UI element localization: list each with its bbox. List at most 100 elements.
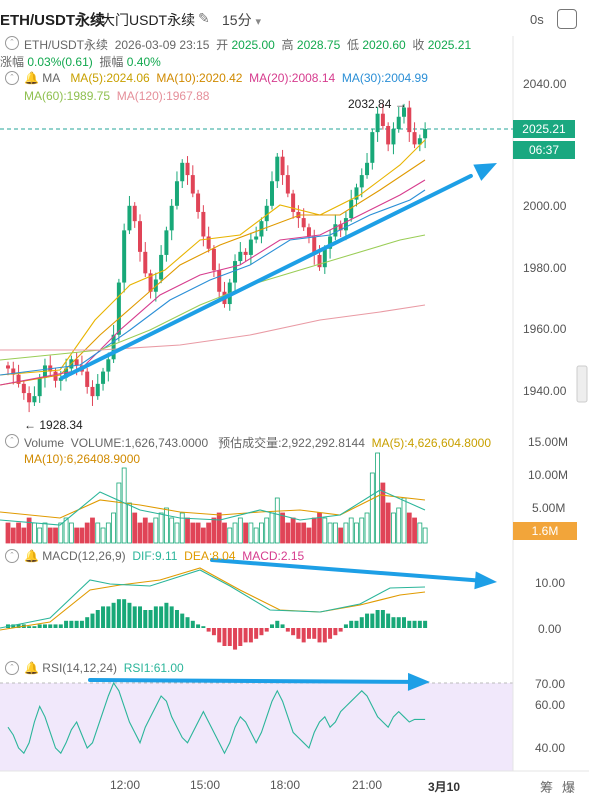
liquidation-button[interactable]: 爆 [562,780,576,793]
volume-legend-row2: MA(10):6,26408.9000 [24,452,140,466]
macd-dea-line [0,567,426,631]
high-marker: 2032.84 → [348,97,407,111]
volume-bar [68,522,74,544]
current-price-tag: 2025.21 [513,120,575,138]
macd-bar [16,624,21,628]
volume-bar [32,522,37,544]
close-label: 收 [412,38,425,52]
volume-bar [295,522,301,544]
volume-bar [42,522,48,544]
macd-bar [85,617,90,628]
macd-bar [64,620,69,628]
collapse-ma-icon[interactable]: ˆ [5,71,19,85]
volume-bar [274,497,280,544]
ma120-label: MA(120):1967.88 [116,89,210,103]
candle-body [6,365,10,369]
collapse-rsi-icon[interactable]: ˆ [5,661,19,675]
volume-bar [290,517,296,544]
candle-body [27,393,32,403]
volume-bar [243,522,249,544]
volume-bar [116,482,122,544]
macd-bar [238,628,243,646]
candle-body [16,374,21,384]
candle-body [122,230,127,283]
candle-body [370,132,375,163]
ohlc-datetime: 2026-03-09 23:15 [114,38,210,52]
time-tick: 18:00 [270,778,301,792]
bell-icon[interactable]: 🔔 [24,661,39,675]
volume-bar [16,522,21,544]
volume-bar [179,512,185,544]
ohlc-symbol: ETH/USDT永续 [24,38,109,52]
macd-bar [370,613,375,628]
bell-icon[interactable]: 🔔 [24,71,39,85]
ohlc-info: ETH/USDT永续 2026-03-09 23:15 开 2025.00 高 … [24,36,471,53]
chart-header [0,0,589,36]
amplitude-label: 振幅 [99,55,124,69]
seconds-label[interactable]: 0s [530,12,544,27]
candle-body [95,383,100,397]
collapse-volume-icon[interactable]: ˆ [5,434,19,448]
macd-dif-line [0,569,426,629]
candle-body [132,205,137,222]
bell-icon[interactable]: 🔔 [24,549,39,563]
fullscreen-icon[interactable] [557,9,577,29]
low-marker: ← 1928.34 [24,418,83,432]
macd-tick: 0.00 [538,622,562,636]
price-tick: 2040.00 [523,77,567,91]
volume-bar [301,522,307,544]
symbol-title[interactable]: ETH/USDT永续 [0,12,106,29]
volume-bar [5,522,11,544]
amplitude-value: 0.40% [126,55,161,69]
macd-bar [301,628,306,643]
candle-body [127,205,132,231]
volume-bar [53,527,58,544]
candle-body [380,113,385,126]
volume-bar [84,522,90,544]
ma-legend: 🔔 MA MA(5):2024.06 MA(10):2020.42 MA(20)… [24,71,428,85]
volume-bar [259,522,264,544]
macd-bar [201,626,206,628]
candle-body [407,107,412,133]
collapse-macd-icon[interactable]: ˆ [5,549,19,563]
candle-body [349,199,354,219]
trend-arrow-macd [210,558,482,583]
candle-body [412,132,417,145]
volume-bar [417,522,423,544]
macd-bar [116,599,121,628]
volume-bar [311,517,317,544]
candle-body [32,396,37,403]
price-tick: 1980.00 [523,261,567,275]
macd-bar [42,624,47,628]
ma-legend-row2: MA(60):1989.75 MA(120):1967.88 [24,89,209,103]
volume-bar [401,497,407,544]
volume-bar [95,522,101,544]
candle-body [201,211,206,237]
volume-tick: 5.00M [532,501,566,515]
volume-ma5-line [0,489,426,526]
volume-bar [63,517,69,544]
chips-button[interactable]: 筹 [540,780,554,793]
collapse-info-icon[interactable]: ˆ [5,36,19,50]
volume-bar [391,512,396,544]
macd-bar [254,628,259,639]
candle-body [143,251,148,274]
interval-selector[interactable]: 15分 ▾ [222,10,261,30]
trend-arrow-price [60,173,473,380]
volume-bar [317,512,322,544]
macd-bar [264,628,269,632]
volume-bar [190,522,196,544]
volume-current-tag: 1.6M [513,522,577,540]
edit-icon[interactable]: ✎ [198,10,210,26]
volume-bar [338,527,344,544]
macd-bar [375,610,380,628]
candle-body [280,156,285,176]
candle-body [238,251,243,262]
macd-dea: DEA:8.04 [184,549,236,563]
candle-body [386,125,391,145]
high-value: 2028.75 [296,38,341,52]
candle-body [37,377,42,397]
trend-arrow-price-head [473,163,497,181]
volume-bar [100,527,106,544]
